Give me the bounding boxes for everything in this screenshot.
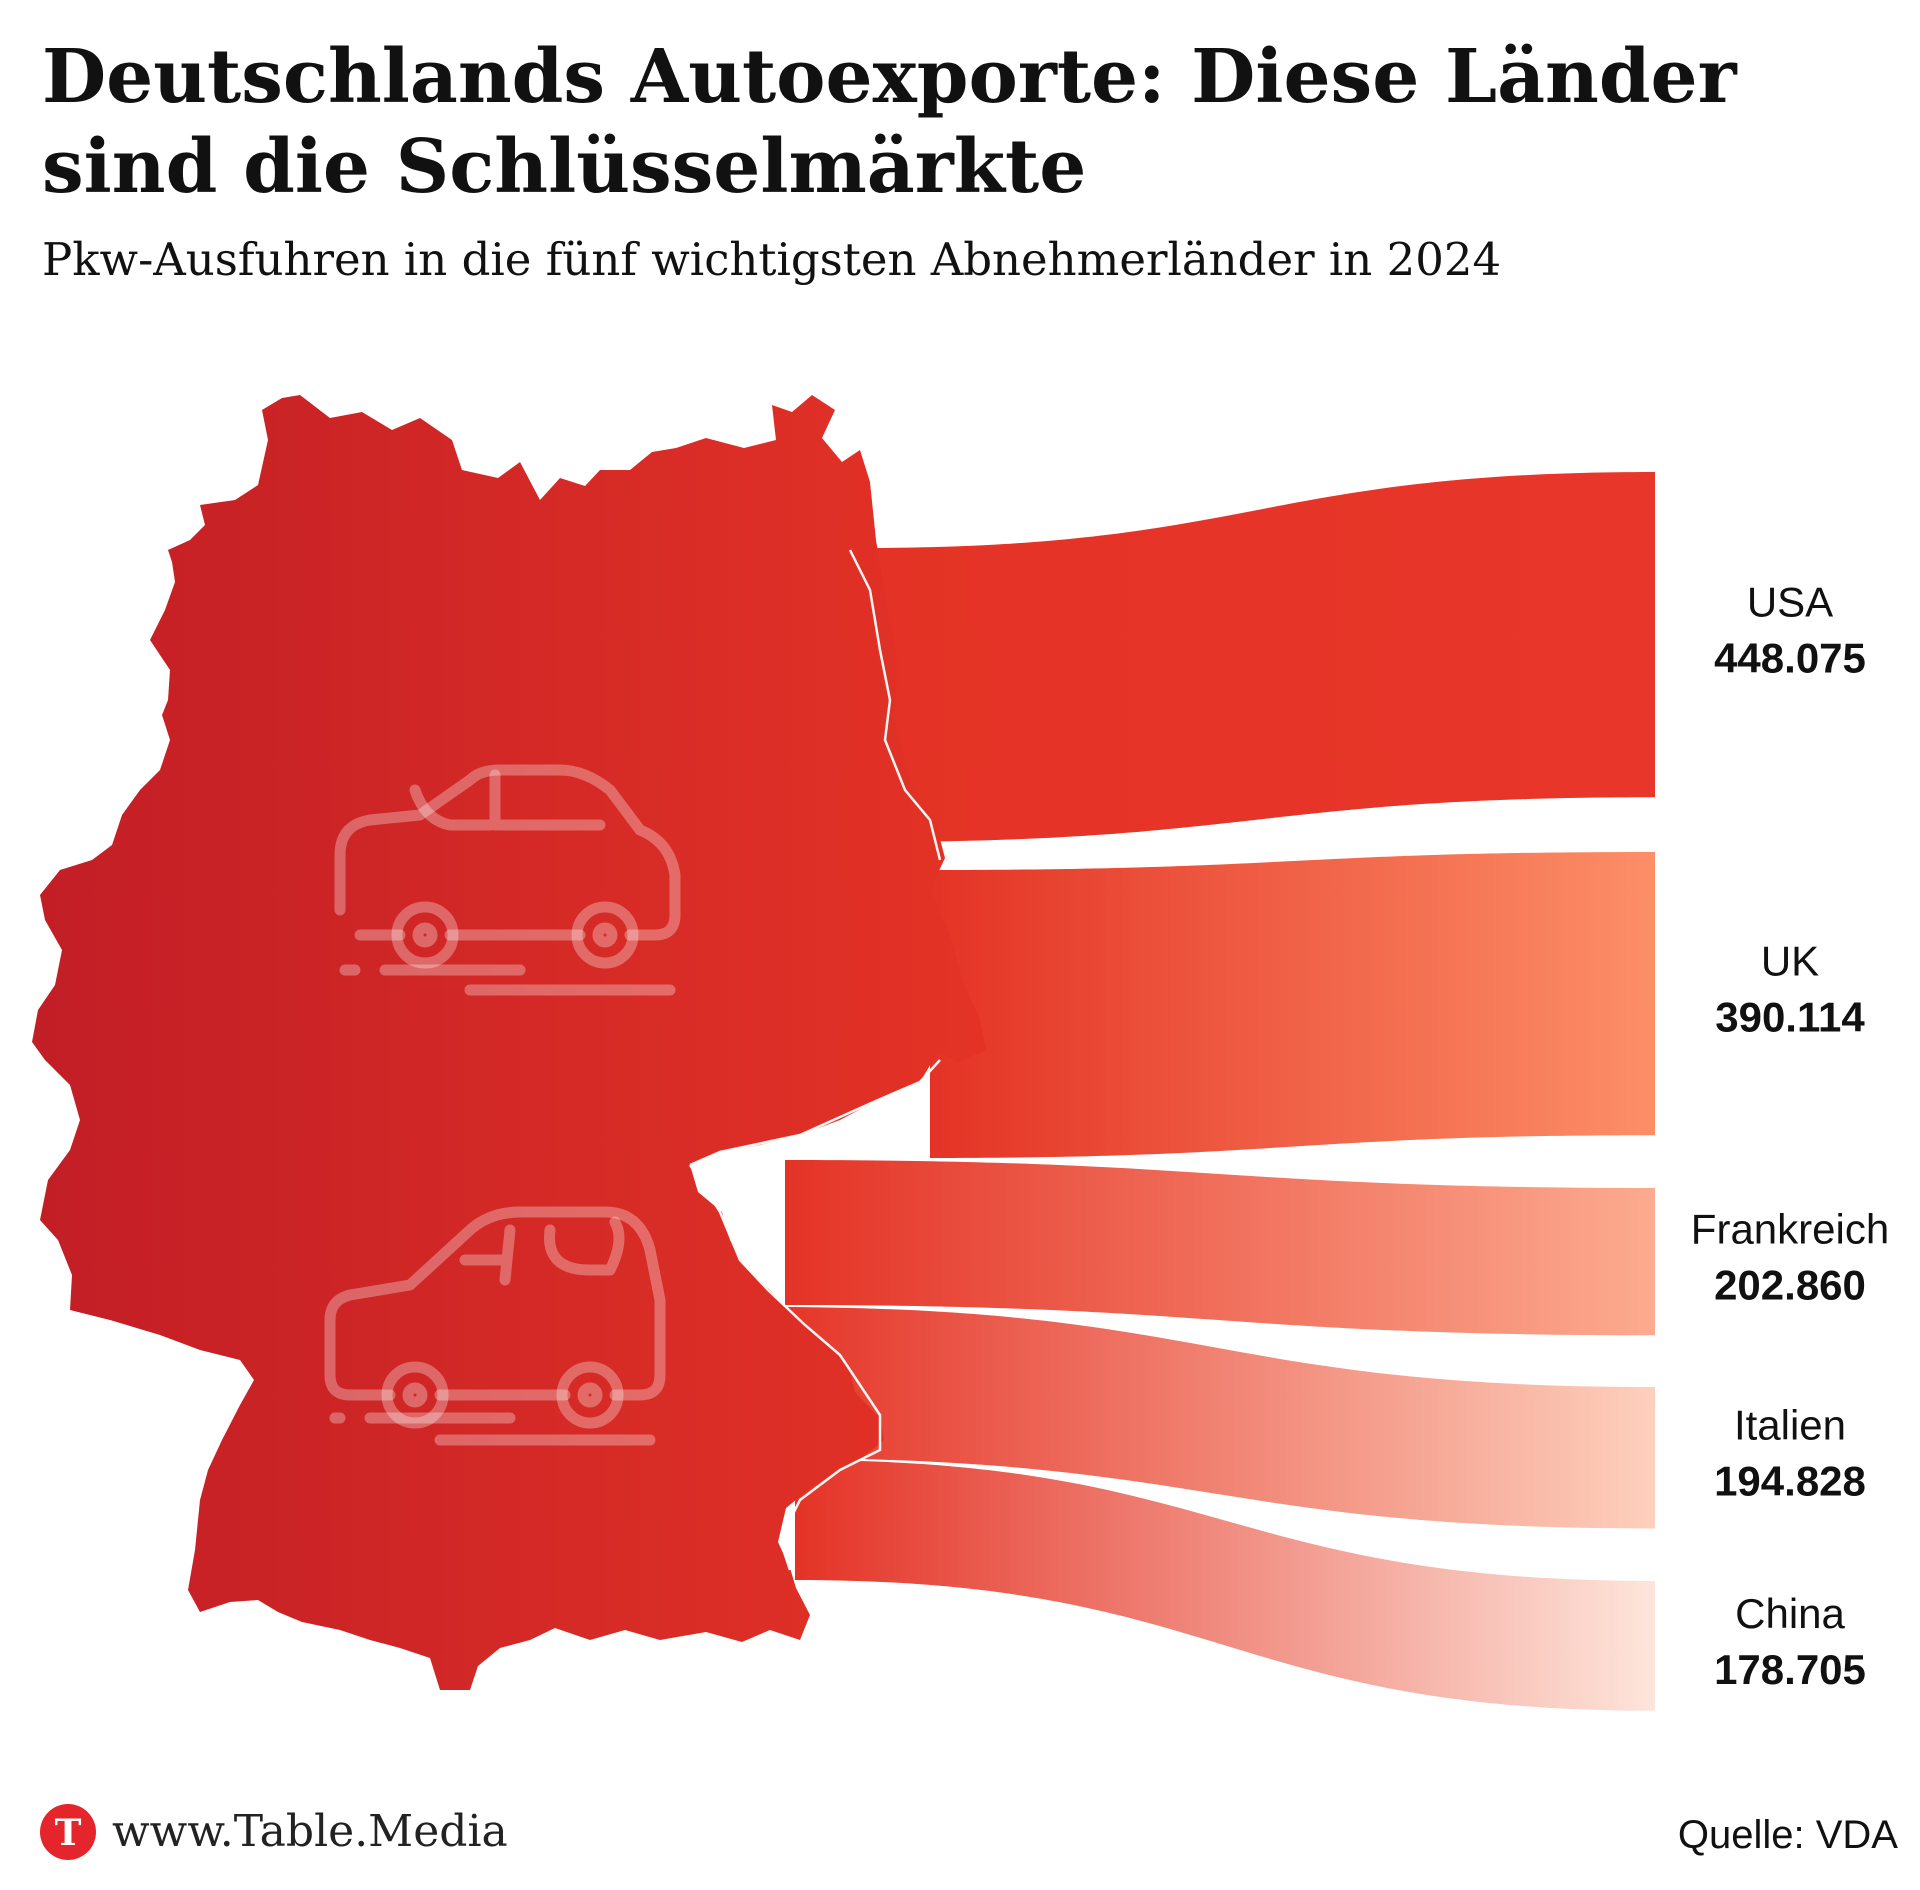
- value-label: 390.114: [1715, 994, 1865, 1041]
- car-icon: [334, 764, 681, 996]
- category-label: China: [1735, 1590, 1845, 1637]
- category-label: Frankreich: [1691, 1206, 1889, 1253]
- value-label: 178.705: [1714, 1646, 1866, 1693]
- flow-band-china: [795, 1460, 1655, 1711]
- category-label: UK: [1761, 938, 1819, 985]
- category-label: USA: [1747, 579, 1833, 626]
- logo-letter: T: [55, 1812, 82, 1854]
- map-state-borders: [688, 549, 942, 1571]
- flow-band-frankreich: [785, 1160, 1655, 1336]
- flow-bands: [770, 472, 1655, 1711]
- flow-band-usa: [860, 472, 1655, 842]
- category-label: Italien: [1734, 1402, 1846, 1449]
- chart-title: Deutschlands Autoexporte: Diese Länder s…: [42, 34, 1737, 210]
- value-label: 202.860: [1714, 1262, 1866, 1309]
- germany-map: [32, 395, 986, 1690]
- value-label: 448.075: [1714, 635, 1866, 682]
- value-label: 194.828: [1714, 1458, 1866, 1505]
- flow-band-uk: [930, 852, 1655, 1158]
- category-labels: USA 448.075 UK 390.114 Frankreich 202.860 Ital…: [1691, 579, 1889, 1693]
- chart-subtitle: Pkw-Ausfuhren in die fünf wichtigsten Ab…: [42, 233, 1502, 286]
- table-media-logo: T: [40, 1804, 96, 1860]
- footer-url[interactable]: www.Table.Media: [112, 1806, 508, 1857]
- car-icon: [324, 1206, 666, 1446]
- source-note: Quelle: VDA: [1677, 1813, 1898, 1857]
- flow-band-italien: [770, 1307, 1655, 1529]
